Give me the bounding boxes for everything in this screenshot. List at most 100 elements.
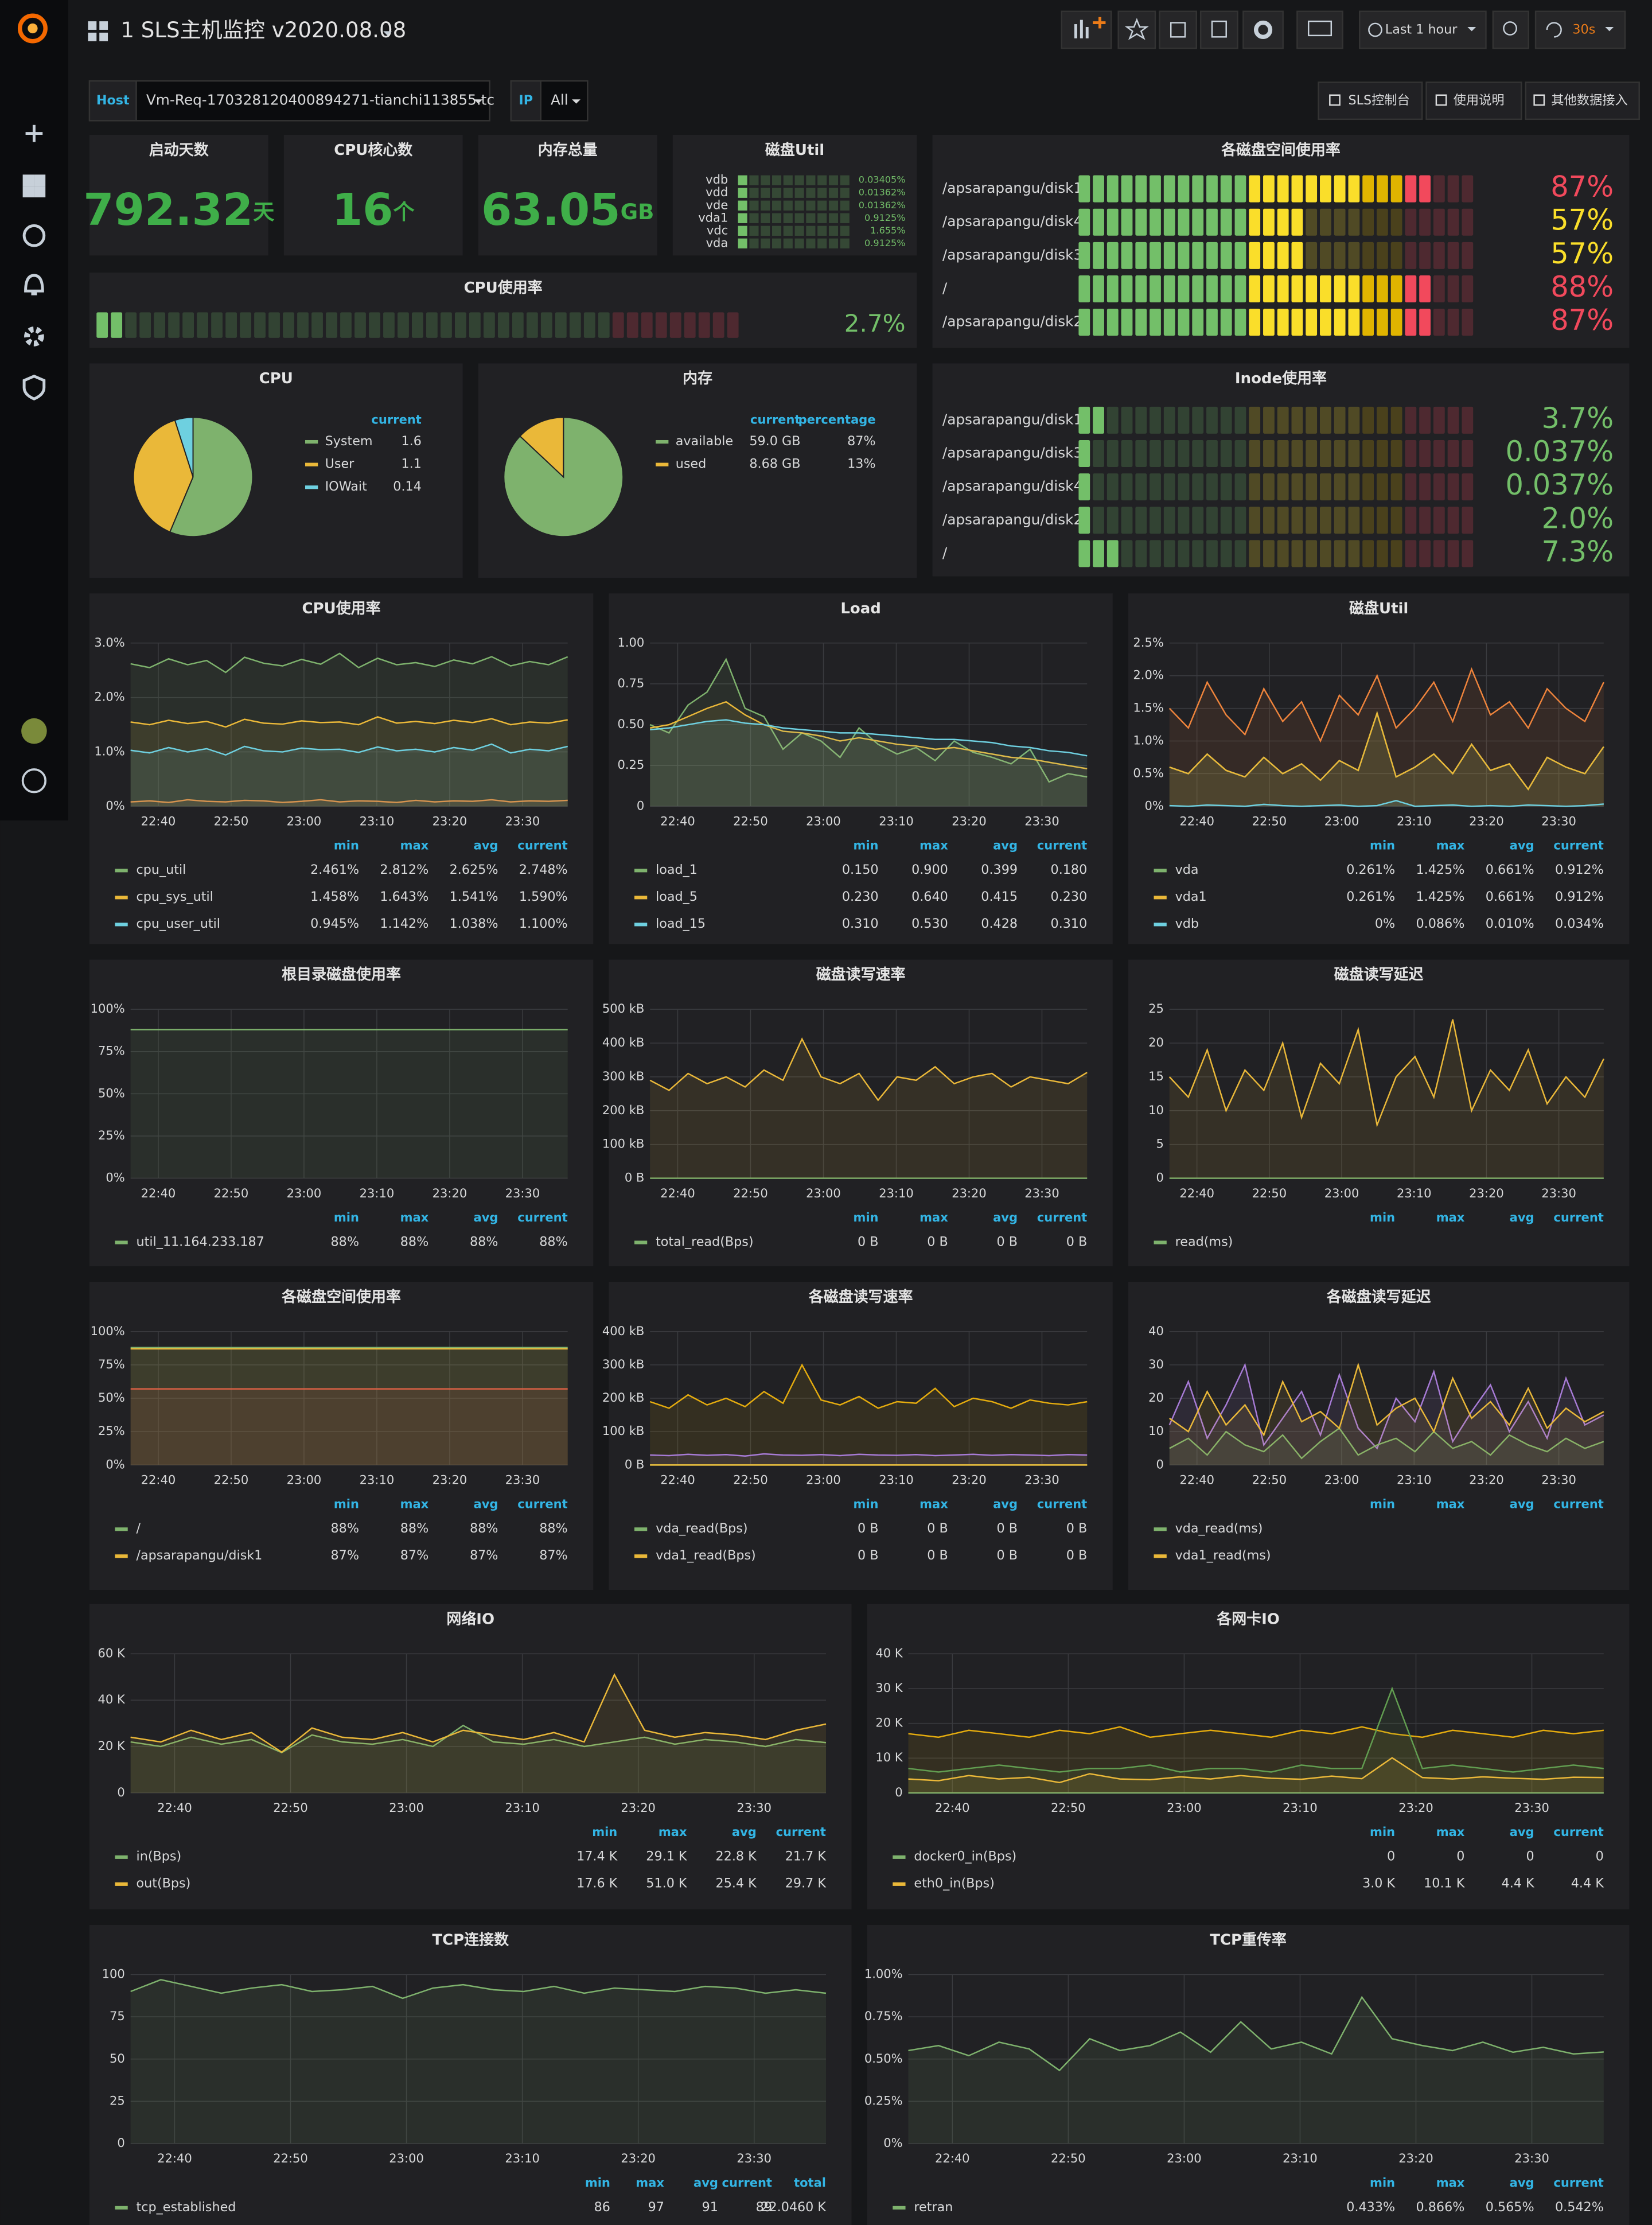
x-tick-label: 23:30 xyxy=(505,1473,540,1487)
y-tick-label: 75 xyxy=(110,2009,125,2023)
gauge-cell xyxy=(139,312,151,338)
tv-mode-button[interactable] xyxy=(1296,10,1343,49)
gauge-cell xyxy=(1419,242,1431,269)
gauge-cell xyxy=(1362,439,1374,467)
series-fill xyxy=(130,1029,568,1178)
legend-header: min xyxy=(853,838,878,853)
panel xyxy=(89,273,917,348)
variable-select[interactable] xyxy=(540,80,589,122)
gauge-cell xyxy=(1206,540,1218,567)
link-button[interactable] xyxy=(1318,81,1423,120)
series-line xyxy=(649,1037,1088,1102)
gauge-cell xyxy=(1376,175,1388,203)
series-fill xyxy=(908,1757,1604,1793)
help-icon[interactable] xyxy=(21,768,47,793)
legend-swatch xyxy=(115,1855,128,1859)
gauge-cell xyxy=(340,312,352,338)
link-text[interactable]: SLS控制台 xyxy=(1348,93,1409,108)
gauge-cell xyxy=(168,312,180,338)
legend-value: 1.458% xyxy=(310,889,359,904)
legend-header: max xyxy=(1436,1497,1465,1511)
legend-value: 0.230 xyxy=(842,889,879,904)
gauge-cell xyxy=(1078,507,1090,534)
gauge-cell xyxy=(497,312,509,338)
gauge-cell xyxy=(1390,406,1402,434)
y-tick-label: 20 xyxy=(1148,1035,1164,1049)
legend-value: 91 xyxy=(702,2200,718,2215)
link-text[interactable]: 使用说明 xyxy=(1454,93,1505,108)
series-fill xyxy=(130,1347,568,1465)
gauge-cell xyxy=(669,312,681,338)
dashboard-title[interactable]: 1 SLS主机监控 v2020.08.08 xyxy=(120,18,406,42)
gauge-cell xyxy=(297,312,309,338)
share-button[interactable] xyxy=(1159,10,1197,49)
gauge-cell xyxy=(1390,507,1402,534)
x-tick-label: 22:50 xyxy=(733,1473,768,1487)
alerting-icon[interactable] xyxy=(24,274,44,295)
legend-value: 0.433% xyxy=(1346,2200,1395,2215)
gauge-cell xyxy=(794,175,804,185)
pie-slice xyxy=(503,417,624,538)
gauge-cell xyxy=(1078,540,1090,567)
legend-header: avg xyxy=(732,1825,757,1839)
pie-slice xyxy=(519,417,564,479)
panel xyxy=(283,135,463,256)
x-tick-label: 23:00 xyxy=(1324,1473,1359,1487)
title-caret[interactable] xyxy=(383,31,392,36)
admin-icon[interactable] xyxy=(22,374,46,400)
legend-swatch xyxy=(634,1240,648,1244)
y-tick-label: 20 xyxy=(1148,1390,1164,1405)
legend-header: avg xyxy=(474,1210,498,1224)
legend-name: vda1_read(Bps) xyxy=(656,1548,756,1563)
series-fill xyxy=(130,744,568,807)
y-tick-label: 20 K xyxy=(98,1738,126,1753)
gauge-cell xyxy=(1192,406,1204,434)
settings-button[interactable] xyxy=(1242,10,1284,49)
time-picker[interactable] xyxy=(1359,10,1487,49)
gauge-cell xyxy=(1277,439,1289,467)
gauge-cell xyxy=(1163,439,1175,467)
variable-value[interactable]: All xyxy=(551,92,568,108)
x-tick-label: 22:50 xyxy=(733,1186,768,1200)
y-tick-label: 40 xyxy=(1148,1324,1164,1338)
gauge-cell xyxy=(1135,275,1147,302)
series-line xyxy=(649,1363,1088,1409)
series-fill xyxy=(1169,1428,1604,1465)
gauge-cell xyxy=(1178,309,1190,336)
x-tick-label: 23:10 xyxy=(360,1473,395,1487)
variable-select[interactable] xyxy=(135,80,490,122)
variable-value[interactable]: Vm-Req-170328120400894271-tianchi113855.… xyxy=(146,92,494,108)
gauge-cell xyxy=(1234,406,1246,434)
sidebar xyxy=(0,0,68,821)
link-button[interactable] xyxy=(1425,81,1522,120)
dashboards-icon[interactable] xyxy=(22,174,46,197)
gauge-cell xyxy=(1192,309,1204,336)
gauge-cell xyxy=(1419,208,1431,236)
gauge-cell xyxy=(1320,507,1331,534)
gauge-cell xyxy=(1192,208,1204,236)
time-range[interactable]: Last 1 hour xyxy=(1385,22,1458,37)
gauge-cell xyxy=(1334,473,1346,501)
legend-swatch xyxy=(634,1527,648,1531)
legend-value: 88% xyxy=(400,1521,428,1536)
explore-icon[interactable] xyxy=(22,224,46,247)
legend-name: load_15 xyxy=(656,916,706,931)
avatar[interactable] xyxy=(21,718,47,744)
config-icon[interactable] xyxy=(24,326,44,347)
x-tick-label: 22:50 xyxy=(273,2151,308,2165)
y-tick-label: 0 xyxy=(895,1785,902,1799)
gauge-cell xyxy=(1390,208,1402,236)
zoom-out-button[interactable] xyxy=(1492,10,1529,49)
gauge-cell xyxy=(225,312,237,338)
gauge-cell xyxy=(727,312,739,338)
legend-value: 0 B xyxy=(997,1234,1018,1249)
refresh-interval[interactable]: 30s xyxy=(1572,22,1595,37)
x-tick-label: 23:00 xyxy=(1324,814,1359,828)
grafana-logo[interactable] xyxy=(17,13,48,44)
save-button[interactable] xyxy=(1199,10,1238,49)
link-text[interactable]: 其他数据接入 xyxy=(1551,93,1627,108)
gauge-cell xyxy=(1135,175,1147,203)
star-button[interactable] xyxy=(1117,10,1156,49)
gauge-cell xyxy=(641,312,653,338)
create-icon[interactable] xyxy=(25,125,43,142)
